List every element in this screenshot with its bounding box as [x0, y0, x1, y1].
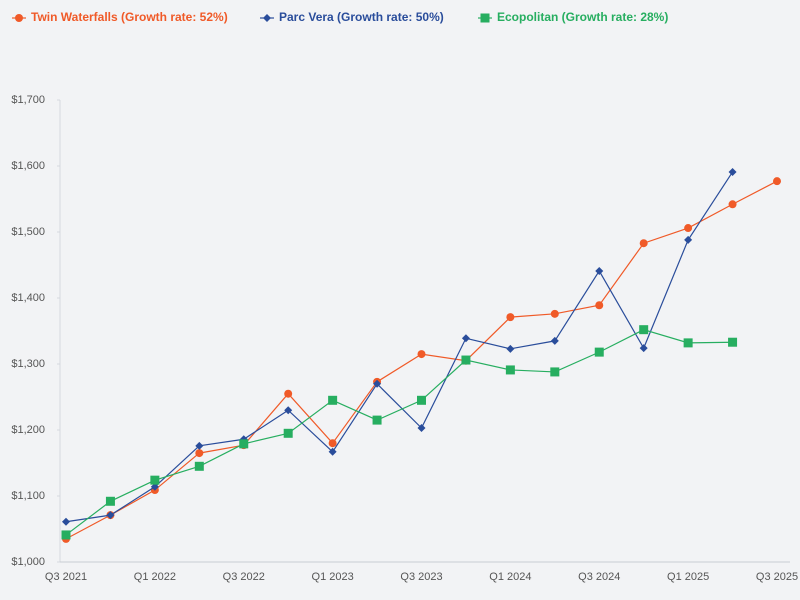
- point: [328, 395, 338, 405]
- point: [417, 350, 426, 359]
- point: [639, 344, 648, 353]
- point: [728, 200, 737, 209]
- series-line: [65, 329, 733, 536]
- legend-label: Parc Vera (Growth rate: 50%): [279, 10, 444, 24]
- y-tick-label: $1,500: [11, 226, 45, 238]
- y-tick-label: $1,000: [11, 556, 45, 568]
- point: [684, 235, 693, 244]
- point: [728, 167, 737, 176]
- point: [373, 379, 382, 388]
- point: [195, 449, 204, 458]
- point: [550, 309, 559, 318]
- x-tick-label: Q1 2024: [489, 571, 531, 583]
- point: [683, 338, 693, 348]
- point: [328, 447, 337, 456]
- legend-label: Ecopolitan (Growth rate: 28%): [497, 10, 668, 24]
- legend-label: Twin Waterfalls (Growth rate: 52%): [31, 10, 228, 24]
- point: [62, 517, 70, 526]
- point: [728, 337, 738, 347]
- x-tick-label: Q3 2023: [400, 571, 442, 583]
- series-line: [65, 180, 778, 540]
- point: [506, 313, 515, 322]
- point: [15, 14, 23, 22]
- point: [461, 355, 471, 365]
- x-tick-label: Q3 2025: [756, 571, 798, 583]
- y-tick-label: $1,300: [11, 358, 45, 370]
- point: [550, 367, 560, 377]
- series-line: [65, 171, 734, 523]
- point: [773, 177, 781, 186]
- x-tick-label: Q3 2024: [578, 571, 620, 583]
- point: [595, 301, 604, 310]
- point: [417, 424, 426, 433]
- point: [284, 406, 293, 415]
- point: [150, 475, 160, 485]
- x-tick-label: Q1 2023: [312, 571, 354, 583]
- y-tick-label: $1,400: [11, 292, 45, 304]
- point: [239, 439, 249, 449]
- point: [461, 334, 470, 343]
- point: [150, 482, 159, 491]
- point: [61, 530, 71, 540]
- point: [639, 325, 649, 335]
- point: [283, 428, 293, 438]
- x-tick-label: Q1 2022: [134, 571, 176, 583]
- point: [506, 344, 515, 353]
- point: [194, 461, 204, 471]
- point: [505, 365, 515, 375]
- point: [106, 511, 115, 520]
- point: [639, 239, 648, 248]
- point: [594, 347, 604, 357]
- point: [417, 395, 426, 405]
- point: [105, 496, 115, 506]
- x-tick-label: Q3 2021: [45, 571, 87, 583]
- x-tick-label: Q1 2025: [667, 571, 709, 583]
- point: [263, 14, 271, 22]
- point: [328, 439, 337, 448]
- y-tick-label: $1,200: [11, 424, 45, 436]
- point: [550, 336, 559, 345]
- point: [480, 13, 490, 23]
- point: [372, 415, 382, 425]
- x-tick-label: Q3 2022: [223, 571, 265, 583]
- point: [284, 389, 293, 398]
- point: [195, 441, 204, 450]
- y-tick-label: $1,600: [11, 160, 45, 172]
- point: [595, 266, 604, 275]
- y-tick-label: $1,100: [11, 490, 45, 502]
- point: [684, 224, 693, 233]
- y-tick-label: $1,700: [11, 94, 45, 106]
